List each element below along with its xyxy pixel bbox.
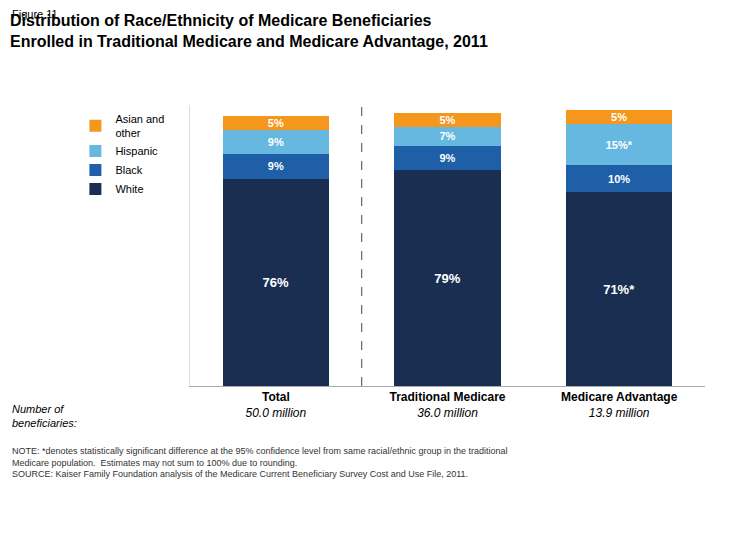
svg-text:15%*: 15%* xyxy=(606,139,633,151)
svg-text:7%: 7% xyxy=(439,130,455,142)
svg-text:Black: Black xyxy=(115,164,142,176)
svg-text:Medicare Advantage13.9 million: Medicare Advantage13.9 million xyxy=(561,390,678,420)
svg-text:Figure 11: Figure 11 xyxy=(12,8,58,20)
svg-text:9%: 9% xyxy=(268,160,284,172)
svg-text:White: White xyxy=(115,183,143,195)
svg-text:Traditional Medicare36.0 milli: Traditional Medicare36.0 million xyxy=(389,390,505,420)
svg-text:5%: 5% xyxy=(439,114,455,126)
svg-text:Total50.0 million: Total50.0 million xyxy=(245,390,306,420)
svg-text:5%: 5% xyxy=(268,117,284,129)
svg-text:Hispanic: Hispanic xyxy=(115,145,158,157)
svg-text:9%: 9% xyxy=(439,152,455,164)
svg-text:Distribution of Race/Ethnicity: Distribution of Race/Ethnicity of Medica… xyxy=(10,12,488,50)
svg-text:10%: 10% xyxy=(608,173,630,185)
svg-text:Number ofbeneficiaries:: Number ofbeneficiaries: xyxy=(12,403,77,429)
svg-text:76%: 76% xyxy=(263,275,289,290)
svg-text:9%: 9% xyxy=(268,136,284,148)
svg-text:NOTE: *denotes statistically s: NOTE: *denotes statistically significant… xyxy=(12,446,508,479)
svg-text:71%*: 71%* xyxy=(603,282,635,297)
svg-text:79%: 79% xyxy=(434,271,460,286)
svg-text:5%: 5% xyxy=(611,111,627,123)
svg-text:Asian andother: Asian andother xyxy=(115,113,164,139)
